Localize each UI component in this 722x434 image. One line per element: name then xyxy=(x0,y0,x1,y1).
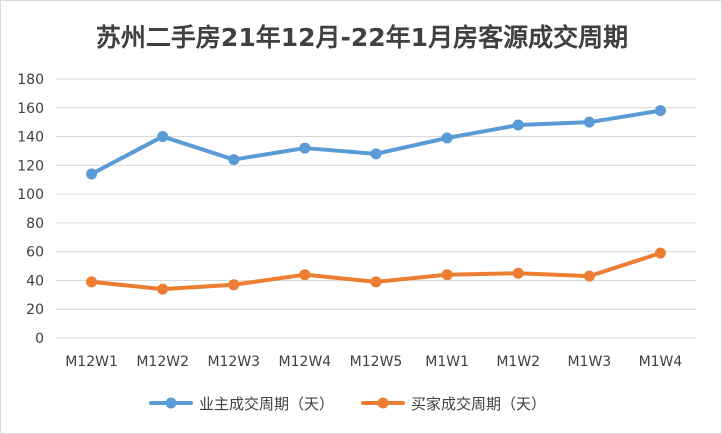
chart-frame: 苏州二手房21年12月-22年1月房客源成交周期 0 20 40 60 80 100 120… xyxy=(0,0,722,434)
y-tick-label: 120 xyxy=(17,158,44,174)
data-point xyxy=(513,268,524,279)
y-axis: 0 20 40 60 80 100 120 140 160 180 xyxy=(17,72,44,347)
y-tick-label: 140 xyxy=(17,130,44,146)
x-tick-label: M1W3 xyxy=(567,354,611,370)
legend-item: 业主成交周期（天） xyxy=(151,395,334,413)
line-chart: 苏州二手房21年12月-22年1月房客源成交周期 0 20 40 60 80 100 120… xyxy=(1,1,721,433)
y-tick-label: 180 xyxy=(17,72,44,88)
legend: 业主成交周期（天） 买家成交周期（天） xyxy=(151,395,546,413)
legend-marker xyxy=(378,398,389,409)
data-point xyxy=(655,248,666,259)
legend-marker xyxy=(166,398,177,409)
legend-label: 买家成交周期（天） xyxy=(411,395,546,413)
x-tick-label: M12W2 xyxy=(136,354,189,370)
data-point xyxy=(442,269,453,280)
data-point xyxy=(584,271,595,282)
series-layer xyxy=(86,105,666,294)
y-tick-label: 20 xyxy=(26,302,44,318)
series-line xyxy=(92,111,661,174)
y-tick-label: 60 xyxy=(26,245,44,261)
data-point xyxy=(86,168,97,179)
data-point xyxy=(228,279,239,290)
x-tick-label: M1W2 xyxy=(496,354,540,370)
x-tick-label: M12W4 xyxy=(279,354,332,370)
series-1 xyxy=(86,105,666,179)
x-axis: M12W1 M12W2 M12W3 M12W4 M12W5 M1W1 M1W2 M1W3 M1W… xyxy=(65,354,682,370)
data-point xyxy=(299,269,310,280)
y-tick-label: 160 xyxy=(17,101,44,117)
data-point xyxy=(442,132,453,143)
gridlines xyxy=(56,79,696,338)
data-point xyxy=(513,120,524,131)
data-point xyxy=(157,131,168,142)
chart-title: 苏州二手房21年12月-22年1月房客源成交周期 xyxy=(96,23,628,52)
y-tick-label: 80 xyxy=(26,216,44,232)
data-point xyxy=(228,154,239,165)
x-tick-label: M12W1 xyxy=(65,354,118,370)
x-tick-label: M12W5 xyxy=(350,354,403,370)
x-tick-label: M1W1 xyxy=(425,354,469,370)
y-tick-label: 100 xyxy=(17,187,44,203)
data-point xyxy=(86,276,97,287)
y-tick-label: 0 xyxy=(35,331,44,347)
data-point xyxy=(299,143,310,154)
data-point xyxy=(157,284,168,295)
legend-label: 业主成交周期（天） xyxy=(199,395,334,413)
y-tick-label: 40 xyxy=(26,273,44,289)
x-tick-label: M1W4 xyxy=(639,354,683,370)
data-point xyxy=(655,105,666,116)
x-tick-label: M12W3 xyxy=(207,354,260,370)
legend-item: 买家成交周期（天） xyxy=(363,395,546,413)
series-2 xyxy=(86,248,666,295)
data-point xyxy=(371,148,382,159)
data-point xyxy=(584,117,595,128)
data-point xyxy=(371,276,382,287)
